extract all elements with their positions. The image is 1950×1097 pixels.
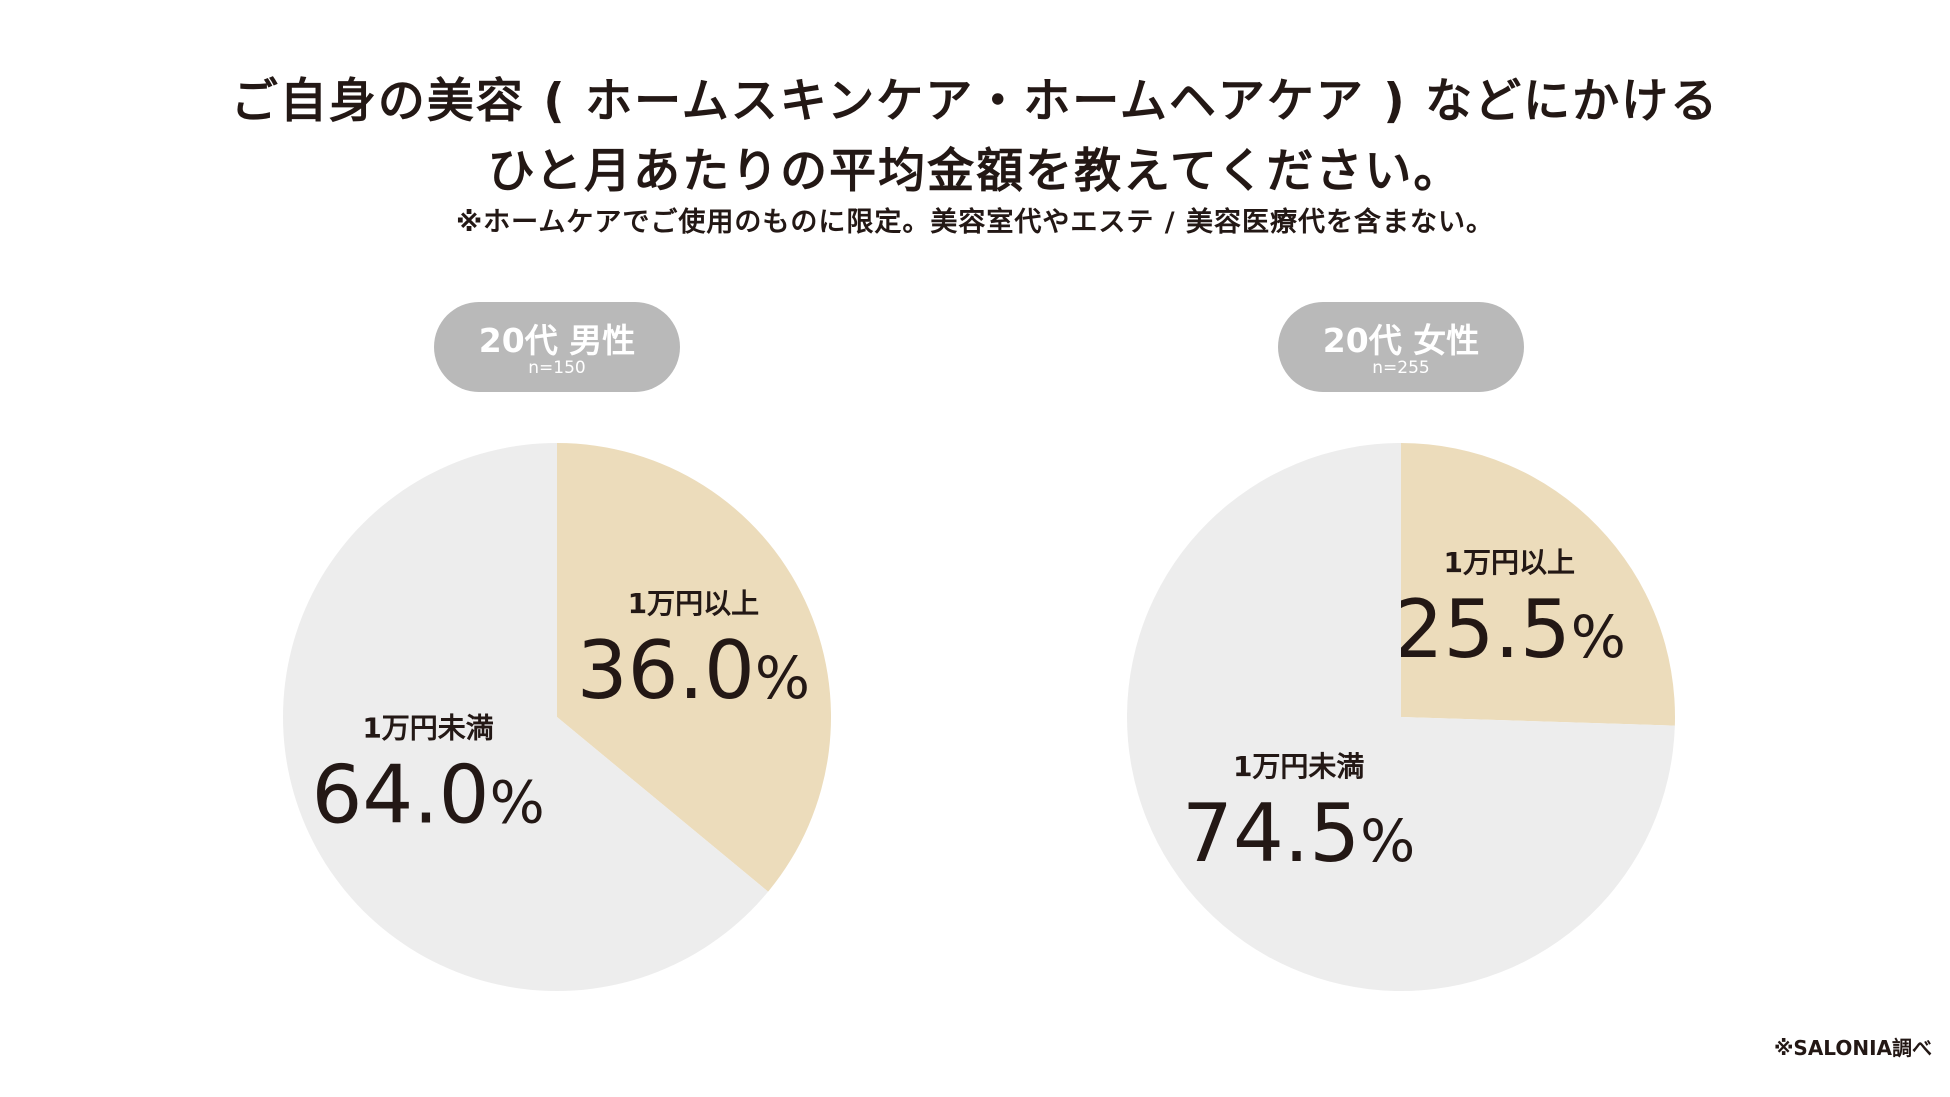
slice-category-label: 1万円以上	[1443, 546, 1574, 579]
group-badge-women-20s: 20代 女性 n=255	[1278, 302, 1524, 392]
slice-value-number: 36.0	[577, 624, 755, 717]
slice-value-label: 36.0%	[577, 624, 810, 717]
group-badge-men-20s: 20代 男性 n=150	[434, 302, 680, 392]
slice-value-number: 74.5	[1182, 787, 1360, 880]
chart-note: ※ホームケアでご使用のものに限定。美容室代やエステ / 美容医療代を含まない。	[455, 207, 1495, 238]
slice-category-label: 1万円以上	[628, 587, 759, 620]
slice-category-label: 1万円未満	[362, 712, 493, 745]
chart-title-line2: ひと月あたりの平均金額を教えてください。	[487, 144, 1463, 199]
slice-under-10000-yen	[283, 443, 769, 991]
slice-value-number: 64.0	[311, 749, 489, 842]
slice-value-unit: %	[1571, 603, 1626, 671]
group-label: 20代 男性	[478, 321, 636, 360]
slice-under-10000-yen	[1127, 443, 1675, 991]
slice-value-label: 74.5%	[1182, 787, 1415, 880]
chart-title-line1: ご自身の美容 ( ホームスキンケア・ホームヘアケア ) などにかける	[230, 74, 1720, 129]
sample-size-label: n=150	[528, 358, 586, 378]
slice-value-unit: %	[1360, 807, 1415, 875]
source-note: ※SALONIA調べ	[1773, 1036, 1932, 1060]
slice-value-label: 25.5%	[1393, 583, 1626, 676]
slice-value-number: 25.5	[1393, 583, 1571, 676]
slice-10000-yen-or-more	[557, 443, 831, 892]
group-label: 20代 女性	[1322, 321, 1480, 360]
slice-value-label: 64.0%	[311, 749, 544, 842]
slice-value-unit: %	[490, 769, 545, 837]
slice-10000-yen-or-more	[1401, 443, 1675, 726]
slice-category-label: 1万円未満	[1233, 750, 1364, 783]
sample-size-label: n=255	[1372, 358, 1430, 378]
slice-value-unit: %	[755, 644, 810, 712]
